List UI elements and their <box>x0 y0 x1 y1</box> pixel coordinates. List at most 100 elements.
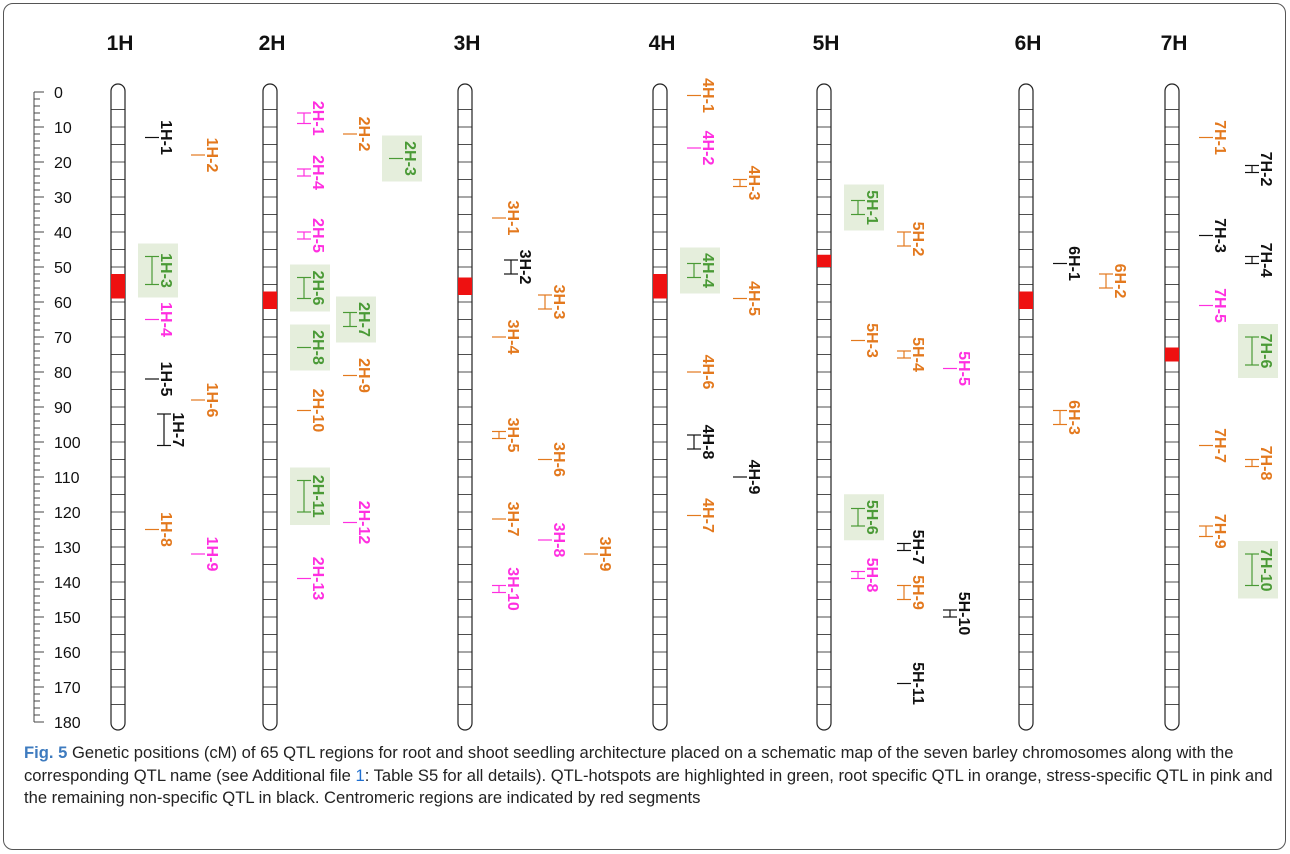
qtl-label-5h-6: 5H-6 <box>863 500 880 535</box>
qtl-label-3h-7: 3H-7 <box>504 502 521 537</box>
qtl-label-4h-8: 4H-8 <box>699 425 716 460</box>
centromere-2h <box>263 291 277 309</box>
scale-tick-label: 80 <box>54 365 72 382</box>
chromosome-label-7h: 7H <box>1161 32 1188 55</box>
qtl-label-1h-8: 1H-8 <box>157 512 174 547</box>
qtl-label-2h-12: 2H-12 <box>355 501 372 545</box>
chromosome-label-6h: 6H <box>1015 32 1042 55</box>
scale-tick-label: 60 <box>54 295 72 312</box>
scale-tick-label: 180 <box>54 715 81 732</box>
scale-tick-label: 120 <box>54 505 81 522</box>
chromosome-label-3h: 3H <box>454 32 481 55</box>
qtl-label-4h-5: 4H-5 <box>745 281 762 316</box>
hotspot-bg-1h-3 <box>138 243 178 298</box>
qtl-label-4h-7: 4H-7 <box>699 498 716 533</box>
qtl-label-3h-3: 3H-3 <box>550 285 567 320</box>
chromosome-label-5h: 5H <box>813 32 840 55</box>
qtl-label-7h-2: 7H-2 <box>1257 152 1274 187</box>
qtl-label-4h-6: 4H-6 <box>699 355 716 390</box>
figure-caption: Fig. 5 Genetic positions (cM) of 65 QTL … <box>24 742 1279 810</box>
qtl-label-5h-7: 5H-7 <box>909 530 926 565</box>
qtl-label-6h-1: 6H-1 <box>1065 246 1082 281</box>
centromere-4h <box>653 274 667 299</box>
centromere-5h <box>817 254 831 267</box>
qtl-label-2h-4: 2H-4 <box>309 155 326 190</box>
chromosome-label-1h: 1H <box>107 32 134 55</box>
qtl-label-3h-8: 3H-8 <box>550 523 567 558</box>
qtl-label-2h-11: 2H-11 <box>309 475 326 518</box>
qtl-label-2h-2: 2H-2 <box>355 117 372 152</box>
scale-tick-label: 50 <box>54 260 72 277</box>
hotspot-bg-7h-6 <box>1238 324 1278 378</box>
qtl-label-5h-3: 5H-3 <box>863 323 880 358</box>
hotspot-bg-2h-7 <box>336 296 376 343</box>
scale-tick-label: 100 <box>54 435 81 452</box>
caption-text-1: Genetic positions (cM) of 65 QTL regions… <box>24 743 1234 785</box>
centromere-6h <box>1019 291 1033 309</box>
qtl-label-3h-2: 3H-2 <box>516 250 533 285</box>
qtl-label-2h-5: 2H-5 <box>309 218 326 253</box>
qtl-label-3h-5: 3H-5 <box>504 418 521 453</box>
qtl-label-7h-10: 7H-10 <box>1257 548 1274 592</box>
scale-tick-label: 140 <box>54 575 81 592</box>
qtl-label-4h-1: 4H-1 <box>699 78 716 113</box>
scale-tick-label: 160 <box>54 645 81 662</box>
hotspot-bg-7h-10 <box>1238 541 1278 599</box>
figure-frame: 0 10 20 30 40 50 60 70 80 90 100 110 120 130 140 150 160… <box>3 3 1286 850</box>
qtl-label-5h-4: 5H-4 <box>909 337 926 372</box>
hotspot-bg-4h-4 <box>680 247 720 294</box>
qtl-label-5h-11: 5H-11 <box>909 662 926 705</box>
hotspot-bg-5h-6 <box>844 494 884 541</box>
scale-tick-label: 30 <box>54 190 72 207</box>
qtl-label-4h-3: 4H-3 <box>745 166 762 201</box>
scale-tick-label: 20 <box>54 155 72 172</box>
qtl-label-1h-5: 1H-5 <box>157 362 174 397</box>
qtl-label-2h-9: 2H-9 <box>355 358 372 393</box>
qtl-label-4h-2: 4H-2 <box>699 131 716 166</box>
qtl-label-5h-10: 5H-10 <box>955 592 972 636</box>
scale-tick-label: 70 <box>54 330 72 347</box>
scale-tick-label: 150 <box>54 610 81 627</box>
qtl-label-7h-7: 7H-7 <box>1211 428 1228 463</box>
qtl-label-4h-9: 4H-9 <box>745 460 762 495</box>
qtl-label-6h-3: 6H-3 <box>1065 400 1082 435</box>
qtl-label-2h-8: 2H-8 <box>309 330 326 365</box>
qtl-label-2h-7: 2H-7 <box>355 302 372 337</box>
qtl-label-2h-3: 2H-3 <box>401 141 418 176</box>
figure-label: Fig. 5 <box>24 743 68 762</box>
qtl-label-3h-4: 3H-4 <box>504 320 521 355</box>
hotspot-bg-5h-1 <box>844 184 884 231</box>
chromosome-label-2h: 2H <box>259 32 286 55</box>
scale-tick-label: 10 <box>54 120 72 137</box>
qtl-label-7h-9: 7H-9 <box>1211 514 1228 549</box>
qtl-label-4h-4: 4H-4 <box>699 253 716 288</box>
scale-tick-label: 40 <box>54 225 72 242</box>
centromere-3h <box>458 277 472 295</box>
centromere-1h <box>111 274 125 299</box>
qtl-label-1h-9: 1H-9 <box>203 537 220 572</box>
qtl-label-2h-6: 2H-6 <box>309 271 326 306</box>
chromosome-map: 0 10 20 30 40 50 60 70 80 90 100 110 120 130 140 150 160… <box>33 32 1278 732</box>
scale-tick-label: 90 <box>54 400 72 417</box>
scale-tick-label: 0 <box>54 85 63 102</box>
qtl-label-5h-9: 5H-9 <box>909 575 926 610</box>
qtl-label-2h-10: 2H-10 <box>309 389 326 433</box>
additional-file-link[interactable]: 1 <box>355 765 365 785</box>
qtl-label-2h-1: 2H-1 <box>309 101 326 136</box>
qtl-label-7h-6: 7H-6 <box>1257 334 1274 369</box>
chromosome-label-4h: 4H <box>649 32 676 55</box>
hotspot-bg-2h-11 <box>290 467 330 525</box>
qtl-label-5h-5: 5H-5 <box>955 351 972 386</box>
qtl-label-5h-8: 5H-8 <box>863 558 880 593</box>
qtl-label-2h-13: 2H-13 <box>309 557 326 601</box>
qtl-label-3h-1: 3H-1 <box>504 201 521 236</box>
qtl-label-1h-7: 1H-7 <box>169 412 186 447</box>
qtl-label-1h-3: 1H-3 <box>157 253 174 288</box>
qtl-label-7h-5: 7H-5 <box>1211 288 1228 323</box>
qtl-label-7h-8: 7H-8 <box>1257 446 1274 481</box>
qtl-label-3h-9: 3H-9 <box>596 537 613 572</box>
qtl-label-7h-3: 7H-3 <box>1211 218 1228 253</box>
qtl-label-7h-4: 7H-4 <box>1257 243 1274 278</box>
qtl-label-3h-10: 3H-10 <box>504 567 521 611</box>
qtl-label-1h-6: 1H-6 <box>203 383 220 418</box>
